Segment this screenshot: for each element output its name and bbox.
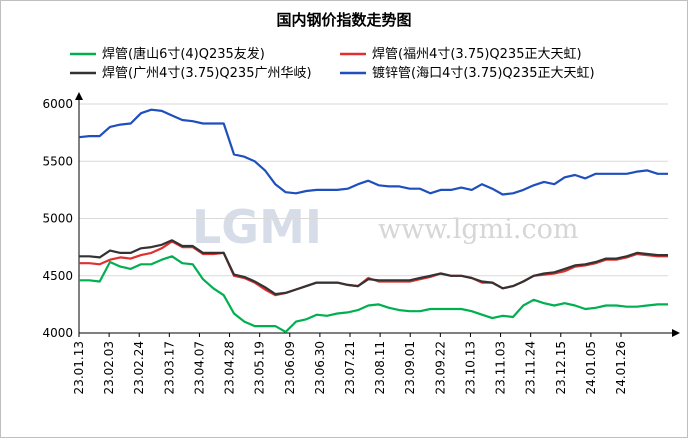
x-tick-label: 23.04.07 [192, 341, 206, 394]
x-tick-label: 23.03.17 [162, 341, 176, 394]
x-tick-label: 23.06.09 [283, 341, 297, 394]
x-tick-label: 24.01.26 [614, 341, 628, 394]
legend: 焊管(唐山6寸(4)Q235友发) 焊管(福州4寸(3.75)Q235正大天虹) 焊… [70, 46, 595, 81]
x-tick-label: 23.07.21 [343, 341, 357, 394]
x-axis-arrow [672, 329, 680, 337]
series-line [78, 108, 668, 196]
x-tick-label: 23.09.22 [433, 341, 447, 394]
x-tick-label: 23.09.01 [403, 341, 417, 394]
legend-label: 焊管(广州4寸(3.75)Q235广州华岐) [102, 65, 312, 81]
y-tick-label: 5000 [42, 212, 73, 226]
y-tick-label: 4000 [42, 326, 73, 340]
x-tick-label: 24.01.05 [584, 341, 598, 394]
x-tick-label: 23.02.24 [132, 341, 146, 394]
series-lines [78, 108, 668, 333]
legend-label: 焊管(唐山6寸(4)Q235友发) [102, 46, 265, 62]
y-tick-label: 5500 [42, 154, 73, 168]
watermark-url: www.lgmi.com [378, 214, 578, 245]
x-tick-label: 23.11.03 [494, 341, 508, 394]
y-tick-label: 6000 [42, 97, 73, 111]
x-tick-label: 23.08.11 [373, 341, 387, 394]
legend-label: 镀锌管(海口4寸(3.75)Q235正大天虹) [372, 65, 595, 81]
watermark: LGMI www.lgmi.com [192, 200, 578, 254]
axes: 4000 4500 5000 5500 6000 23.01.13 23.02.03 23.0… [42, 92, 680, 394]
grid [79, 103, 668, 334]
x-tick-label: 23.05.19 [253, 341, 267, 394]
x-tick-label: 23.11.24 [524, 341, 538, 394]
chart-title: 国内钢价指数走势图 [276, 11, 411, 29]
x-tick-label: 23.04.28 [223, 341, 237, 394]
legend-label: 焊管(福州4寸(3.75)Q235正大天虹) [372, 46, 582, 62]
x-tick-label: 23.01.13 [72, 341, 86, 394]
watermark-logo: LGMI [192, 200, 322, 254]
y-axis-arrow [75, 92, 83, 100]
x-tick-label: 23.10.13 [463, 341, 477, 394]
x-tick-label: 23.12.15 [554, 341, 568, 394]
x-tick-label: 23.02.03 [102, 341, 116, 394]
series-line [79, 240, 668, 297]
series-line [79, 255, 668, 333]
series-line [79, 239, 668, 296]
y-tick-label: 4500 [42, 269, 73, 283]
x-tick-label: 23.06.30 [313, 341, 327, 394]
